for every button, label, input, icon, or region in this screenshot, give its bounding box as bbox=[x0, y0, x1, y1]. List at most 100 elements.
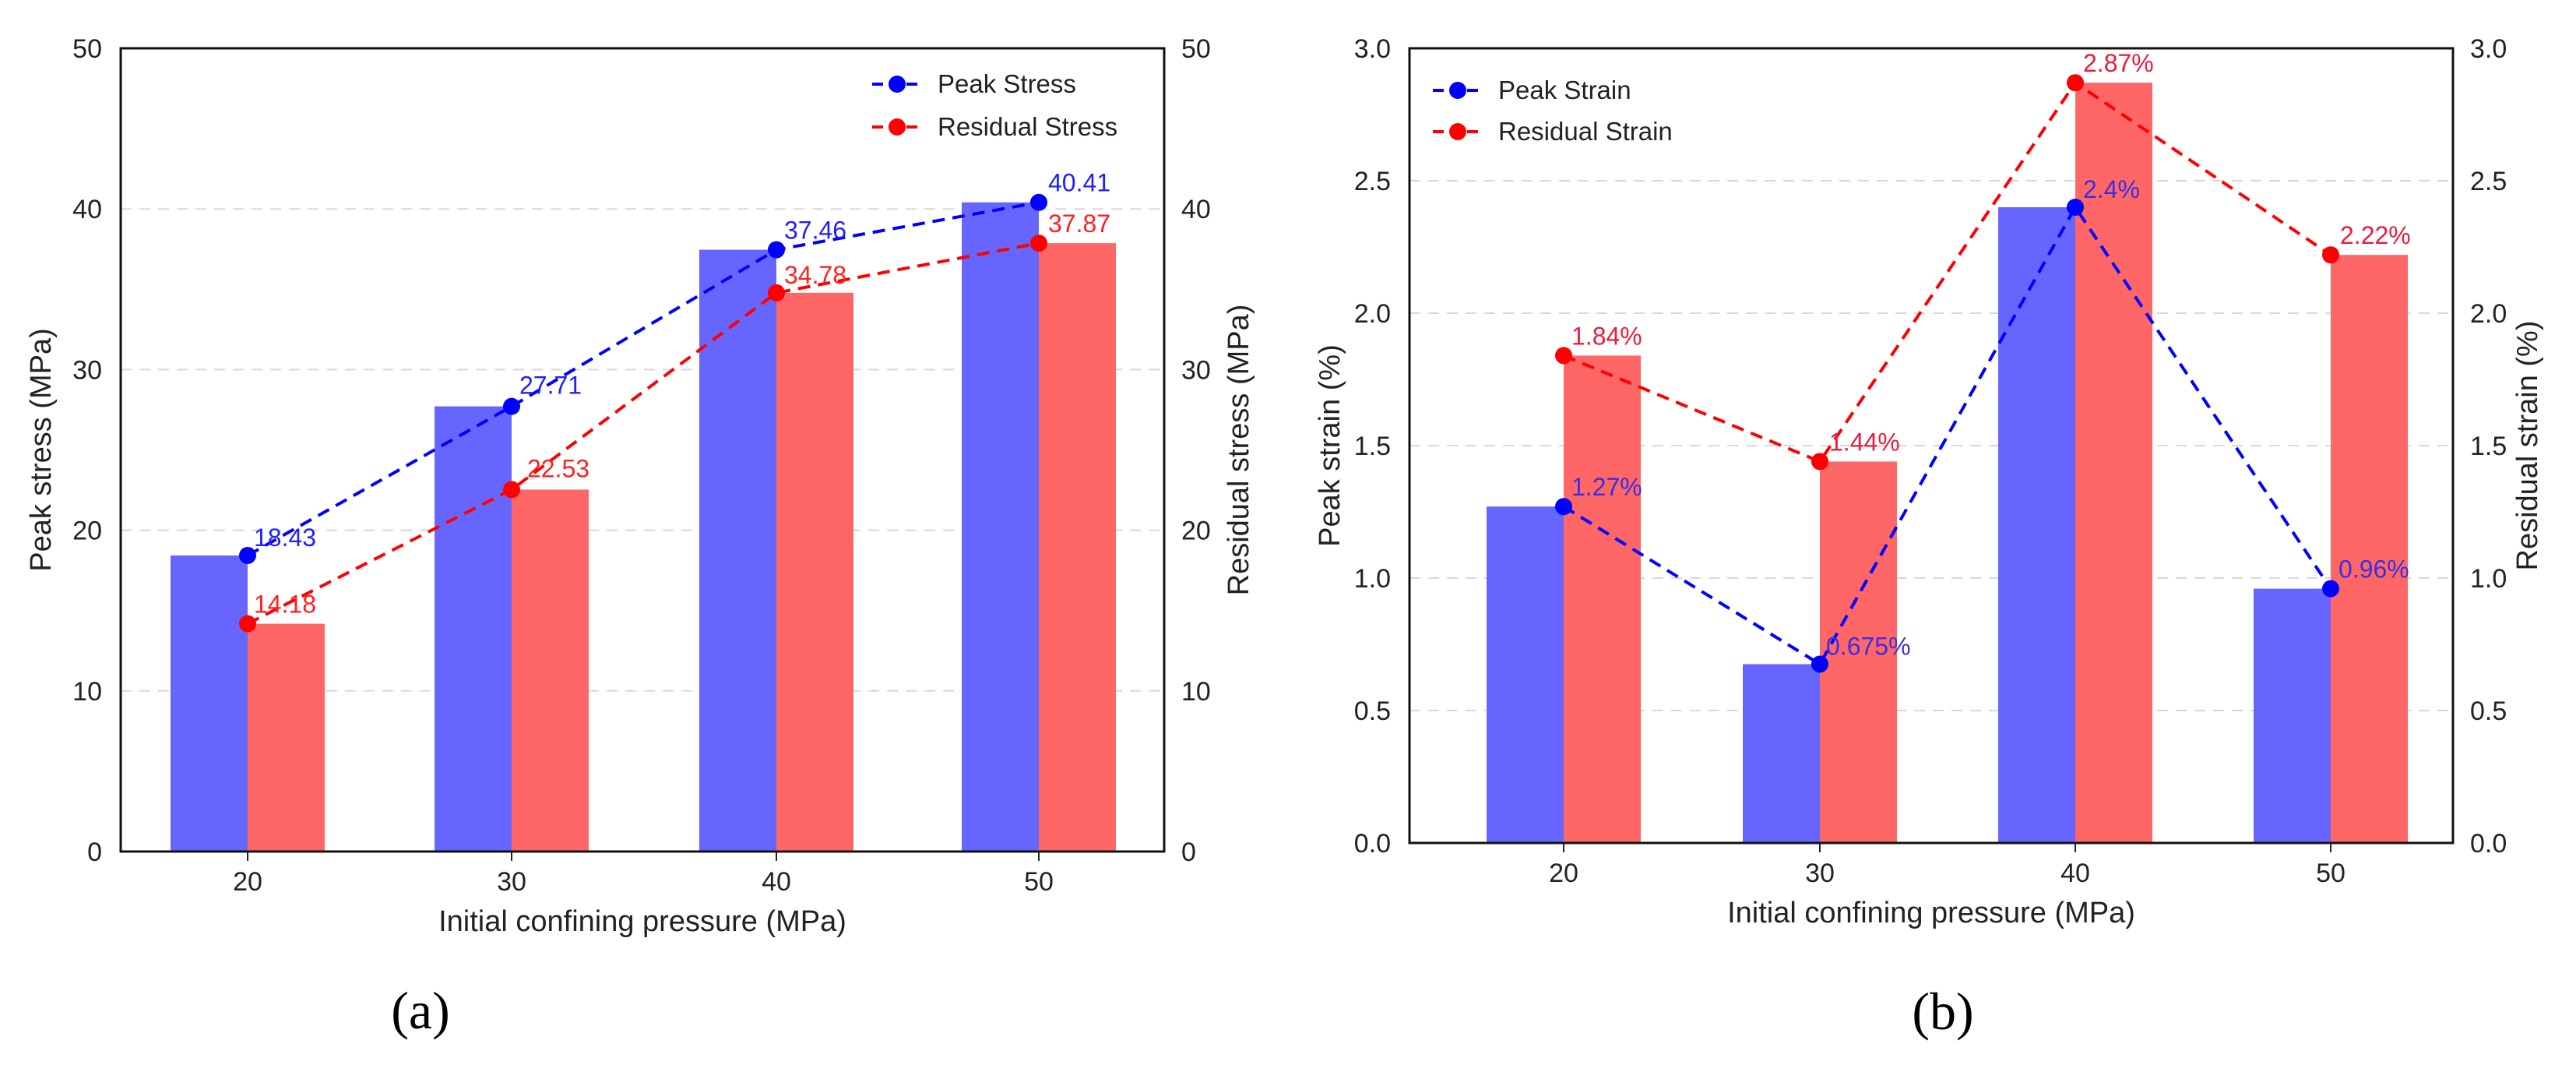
series-line-peak-strain bbox=[1562, 204, 2332, 667]
bar-peak-stress bbox=[962, 202, 1039, 852]
series-line-residual-strain bbox=[1563, 80, 2332, 464]
y-tick-label-right: 30 bbox=[1181, 355, 1211, 385]
y-tick-label-left: 1.5 bbox=[1354, 432, 1391, 461]
plot-frame bbox=[1408, 47, 2455, 845]
x-tick-label: 40 bbox=[762, 867, 791, 897]
plot-frame bbox=[119, 47, 1166, 853]
panel-label: (b) bbox=[1912, 982, 1973, 1041]
panel-label: (a) bbox=[391, 981, 449, 1040]
legend-label: Peak Stress bbox=[938, 69, 1076, 98]
bar-residual-stress bbox=[1039, 243, 1116, 852]
bar-peak-strain bbox=[2254, 588, 2331, 843]
data-point bbox=[1555, 347, 1572, 365]
data-label: 0.96% bbox=[2338, 555, 2409, 584]
y-tick-label-right: 0 bbox=[1181, 838, 1196, 867]
x-tick-label: 20 bbox=[1549, 859, 1578, 888]
bar-peak-stress bbox=[699, 249, 776, 852]
bar-residual-stress bbox=[248, 623, 325, 852]
data-label: 18.43 bbox=[254, 524, 316, 552]
data-label: 14.18 bbox=[254, 591, 316, 619]
y-tick-label-right: 2.0 bbox=[2470, 299, 2507, 329]
bar-peak-strain bbox=[1998, 207, 2075, 843]
data-point bbox=[1030, 193, 1047, 211]
y-tick-label-left: 0.5 bbox=[1354, 696, 1391, 726]
data-point bbox=[239, 615, 256, 633]
series-line-residual-stress bbox=[247, 242, 1040, 626]
data-label: 2.87% bbox=[2083, 49, 2154, 77]
bar-peak-stress bbox=[435, 406, 512, 852]
data-point bbox=[1811, 655, 1828, 673]
data-label: 37.87 bbox=[1048, 210, 1110, 238]
data-point bbox=[2322, 246, 2339, 264]
data-label: 27.71 bbox=[519, 372, 582, 400]
y-tick-label-left: 40 bbox=[72, 195, 102, 224]
legend-marker bbox=[1449, 123, 1466, 140]
legend-label: Peak Strain bbox=[1498, 76, 1631, 104]
x-tick-label: 50 bbox=[1024, 867, 1054, 897]
data-point bbox=[2322, 580, 2339, 598]
x-tick-label: 50 bbox=[2316, 859, 2345, 888]
data-point bbox=[1811, 453, 1828, 471]
y-axis-title-right: Residual strain (%) bbox=[2511, 321, 2544, 571]
bar-residual-strain bbox=[2331, 255, 2408, 843]
y-tick-label-right: 0.5 bbox=[2470, 696, 2507, 726]
x-axis-title: Initial confining pressure (MPa) bbox=[438, 905, 846, 938]
y-tick-label-right: 1.0 bbox=[2470, 564, 2507, 594]
data-point bbox=[768, 241, 785, 259]
y-tick-label-right: 0.0 bbox=[2470, 829, 2507, 859]
data-label: 22.53 bbox=[527, 454, 589, 482]
y-tick-label-left: 30 bbox=[72, 355, 102, 385]
legend-marker bbox=[889, 118, 906, 136]
series-line-peak-stress bbox=[247, 200, 1040, 557]
y-tick-label-right: 10 bbox=[1181, 677, 1211, 707]
data-point bbox=[503, 397, 520, 415]
legend-label: Residual Stress bbox=[938, 112, 1117, 141]
data-point bbox=[1555, 498, 1572, 516]
bar-residual-strain bbox=[2075, 83, 2152, 843]
data-label: 34.78 bbox=[784, 261, 846, 289]
data-label: 2.22% bbox=[2340, 221, 2411, 249]
x-tick-label: 40 bbox=[2060, 859, 2090, 888]
bar-peak-strain bbox=[1487, 506, 1564, 843]
data-label: 1.84% bbox=[1571, 322, 1642, 350]
data-label: 0.675% bbox=[1826, 633, 1911, 661]
data-point bbox=[239, 546, 256, 564]
data-point bbox=[2067, 199, 2084, 216]
y-tick-label-right: 3.0 bbox=[2470, 34, 2507, 64]
chart-panel-b: 0.0 0.0 0.5 0.5 1.0 1.0 1.5 1.5 2.0 2.0 2.5 2.5 3.0 3… bbox=[1314, 34, 2544, 1041]
data-label: 1.27% bbox=[1571, 473, 1642, 501]
y-axis-title-left: Peak stress (MPa) bbox=[25, 328, 58, 572]
y-tick-label-left: 50 bbox=[72, 34, 102, 64]
y-tick-label-right: 2.5 bbox=[2470, 167, 2507, 196]
data-label: 37.46 bbox=[784, 217, 846, 245]
data-point bbox=[503, 481, 520, 499]
y-tick-label-right: 20 bbox=[1181, 517, 1211, 546]
y-tick-label-left: 10 bbox=[72, 677, 102, 707]
data-point bbox=[2067, 74, 2084, 92]
y-tick-label-left: 20 bbox=[72, 517, 102, 546]
y-tick-label-left: 1.0 bbox=[1354, 564, 1391, 594]
y-tick-label-left: 2.0 bbox=[1354, 299, 1391, 329]
data-point bbox=[1030, 235, 1047, 252]
bar-residual-strain bbox=[1820, 461, 1897, 843]
y-tick-label-right: 1.5 bbox=[2470, 432, 2507, 461]
bar-residual-strain bbox=[1564, 355, 1641, 843]
data-label: 1.44% bbox=[1829, 428, 1900, 456]
y-tick-label-right: 40 bbox=[1181, 195, 1211, 224]
y-tick-label-left: 2.5 bbox=[1354, 167, 1391, 196]
bar-residual-stress bbox=[776, 292, 853, 852]
bar-peak-stress bbox=[171, 555, 248, 852]
y-tick-label-left: 3.0 bbox=[1354, 34, 1391, 64]
bar-residual-stress bbox=[512, 489, 589, 852]
y-tick-label-left: 0 bbox=[87, 838, 102, 867]
x-axis-title: Initial confining pressure (MPa) bbox=[1727, 897, 2135, 929]
data-point bbox=[768, 284, 785, 302]
chart-panel-a: 0 0 10 10 20 20 30 30 40 40 50 50 20 30 40 50 18.43 27.71… bbox=[25, 34, 1255, 1040]
x-tick-label: 20 bbox=[233, 867, 262, 897]
y-tick-label-right: 50 bbox=[1181, 34, 1211, 64]
x-tick-label: 30 bbox=[497, 867, 526, 897]
y-axis-title-left: Peak strain (%) bbox=[1314, 344, 1346, 547]
data-label: 40.41 bbox=[1048, 169, 1110, 197]
